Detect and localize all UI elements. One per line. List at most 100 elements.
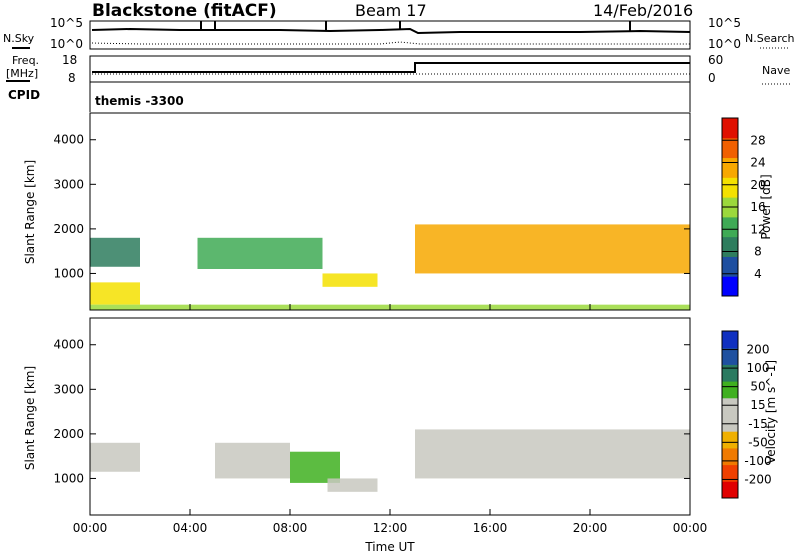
power-xticks [89, 304, 691, 310]
x-tick-label: 04:00 [173, 521, 208, 535]
freq-tick-top: 18 [62, 53, 77, 67]
colorbar-cell [722, 431, 738, 449]
colorbar-tick-label: 100 [747, 361, 770, 375]
colorbar-cell [722, 397, 738, 415]
velocity-colorbar-ticks: 200 100 50 15 -15 -50 -100 -200 [722, 343, 772, 486]
echo-region [327, 478, 378, 492]
power-colorbar-label: Power [dB] [759, 174, 773, 239]
velocity-panel-frame [89, 317, 691, 516]
y-tick-label: 4000 [53, 133, 84, 147]
station-title: Blackstone (fitACF) [92, 1, 277, 21]
echo-region [197, 237, 323, 269]
power-ylabel: Slant Range [km] [23, 160, 37, 264]
power-yticks: 4000 3000 2000 1000 [53, 133, 690, 280]
colorbar-cell [722, 331, 738, 349]
colorbar-cell [722, 481, 738, 499]
y-tick-label: 3000 [53, 382, 84, 396]
noise-frame [89, 20, 691, 50]
colorbar-cell [722, 137, 738, 159]
echo-region [415, 224, 690, 274]
nsky-label: N.Sky [3, 32, 35, 45]
x-tick-label: 20:00 [573, 521, 608, 535]
power-colorbar-ticks: 28 24 20 16 12 8 4 [722, 133, 766, 281]
noise-tick-left-top: 10^5 [50, 16, 83, 30]
freq-label-1: Freq. [12, 54, 39, 67]
nave-label: Nave [762, 64, 790, 77]
y-tick-label: 2000 [53, 222, 84, 236]
colorbar-tick-label: 16 [750, 200, 765, 214]
colorbar-tick-label: 20 [750, 178, 765, 192]
freq-strip: Freq. [MHz] 18 8 60 0 Nave [6, 53, 790, 85]
velocity-yticks: 4000 3000 2000 1000 [53, 338, 690, 485]
freq-frame [89, 55, 691, 83]
x-tick-label: 16:00 [473, 521, 508, 535]
time-axis-label: Time UT [364, 540, 415, 554]
power-panel-frame [89, 112, 691, 311]
cpid-strip: CPID themis -3300 [8, 82, 691, 112]
echo-region [90, 282, 140, 305]
colorbar-tick-label: -200 [744, 472, 771, 486]
x-tick-label: 12:00 [373, 521, 408, 535]
cpid-label: CPID [8, 88, 40, 102]
echo-region [90, 237, 140, 267]
velocity-echoes [90, 429, 690, 492]
velocity-colorbar: 200 100 50 15 -15 -50 -100 -200 Velocity [m s^-… [721, 330, 778, 499]
echo-region [290, 451, 340, 483]
colorbar-cell [722, 414, 738, 432]
noise-tick-right-top: 10^5 [708, 16, 741, 30]
colorbar-cell [722, 347, 738, 365]
colorbar-tick-label: 8 [754, 245, 762, 259]
colorbar-cell [722, 276, 738, 297]
colorbar-cell [722, 177, 738, 198]
velocity-panel: 4000 3000 2000 1000 00:00 04:00 08:00 12:00 16:… [23, 317, 708, 554]
colorbar-tick-label: -15 [748, 417, 768, 431]
colorbar-tick-label: 4 [754, 267, 762, 281]
noise-tick-left-bottom: 10^0 [50, 37, 83, 51]
colorbar-cell [722, 381, 738, 399]
colorbar-tick-label: 12 [750, 222, 765, 236]
colorbar-cell [722, 447, 738, 466]
colorbar-tick-label: 200 [747, 343, 770, 357]
echo-region [415, 429, 690, 479]
power-colorbar-cells [722, 118, 738, 297]
x-tick-label: 08:00 [273, 521, 308, 535]
nsky-line [91, 27, 691, 35]
power-colorbar: 28 24 20 16 12 8 4 Power [dB] [721, 117, 773, 297]
x-tick-label: 00:00 [673, 521, 708, 535]
cpid-value: themis -3300 [95, 94, 184, 108]
colorbar-cell [722, 464, 738, 482]
velocity-xticks: 00:00 04:00 08:00 12:00 16:00 20:00 00:00 [73, 509, 708, 535]
colorbar-tick-label: 28 [750, 133, 765, 147]
power-echoes [90, 224, 690, 310]
colorbar-cell [722, 157, 738, 178]
y-tick-label: 1000 [53, 471, 84, 485]
freq-line [92, 62, 690, 73]
colorbar-cell [722, 216, 738, 238]
echo-region [215, 442, 290, 479]
freq-tick-bottom: 8 [68, 71, 76, 85]
colorbar-cell [722, 256, 738, 277]
colorbar-tick-label: 50 [750, 380, 765, 394]
nsearch-label: N.Search [745, 32, 795, 45]
colorbar-cell [722, 236, 738, 257]
noise-strip: 10^5 10^0 10^5 10^0 N.Sky N.Search [3, 16, 795, 51]
nave-tick-top: 60 [708, 53, 723, 67]
beam-title: Beam 17 [355, 1, 427, 20]
x-tick-label: 00:00 [73, 521, 108, 535]
noise-tick-right-bottom: 10^0 [708, 37, 741, 51]
y-tick-label: 3000 [53, 177, 84, 191]
date-title: 14/Feb/2016 [593, 1, 693, 20]
power-panel: 4000 3000 2000 1000 Slant Range [km] [23, 112, 691, 311]
freq-label-2: [MHz] [6, 67, 38, 80]
colorbar-tick-label: 24 [750, 156, 765, 170]
colorbar-cell [722, 118, 738, 139]
echo-region [322, 273, 378, 287]
echo-region [90, 442, 140, 472]
colorbar-tick-label: -50 [748, 435, 768, 449]
y-tick-label: 2000 [53, 427, 84, 441]
velocity-ylabel: Slant Range [km] [23, 366, 37, 470]
y-tick-label: 4000 [53, 338, 84, 352]
colorbar-tick-label: 15 [750, 398, 765, 412]
colorbar-tick-label: -100 [744, 454, 771, 468]
velocity-colorbar-frame [721, 330, 739, 499]
